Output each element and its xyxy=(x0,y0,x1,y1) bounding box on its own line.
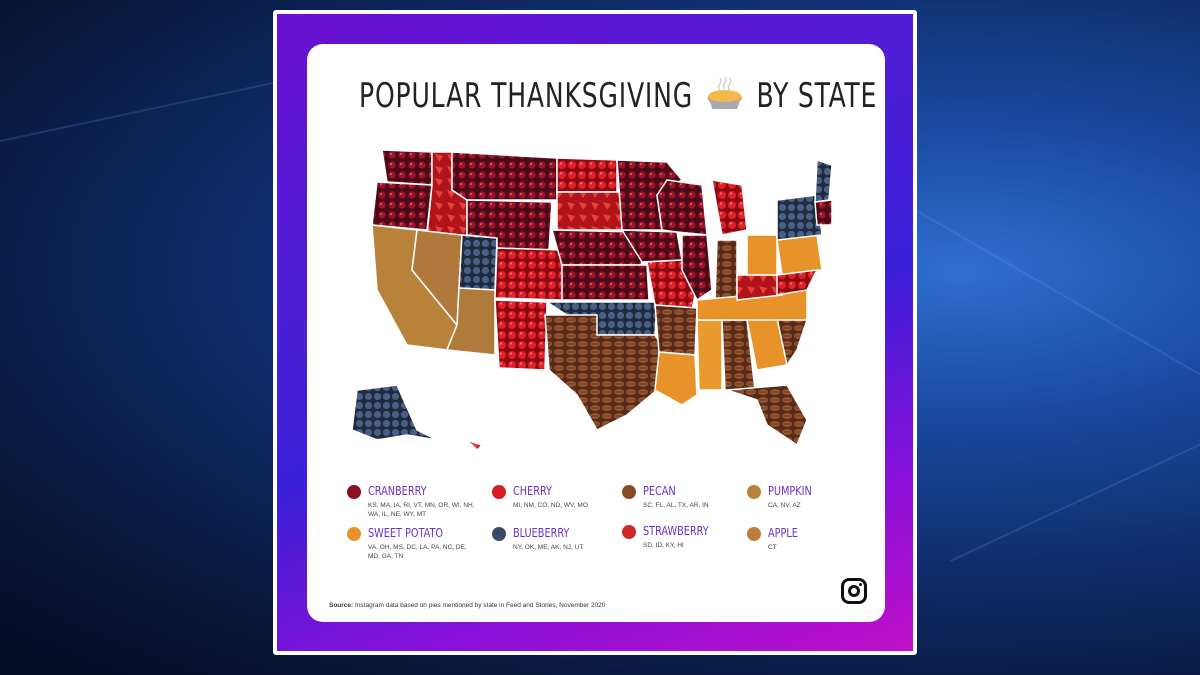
title-text-start: POPULAR THANKSGIVING xyxy=(359,76,693,116)
pumpkin-icon xyxy=(747,485,761,499)
source-note: Source: Instagram data based on pies men… xyxy=(329,602,606,609)
page-title: POPULAR THANKSGIVING BY STATE xyxy=(359,75,876,116)
us-pie-map xyxy=(351,149,833,450)
legend-item-apple: APPLE CT xyxy=(747,526,878,552)
instagram-icon xyxy=(841,578,867,604)
legend-item-cranberry: CRANBERRY KS, MA, IA, RI, VT, MN, OR, WI,… xyxy=(347,484,478,519)
legend-item-sweet-potato: SWEET POTATO VA, OH, MS, DC, LA, PA, NC, … xyxy=(347,526,478,561)
infographic-card: POPULAR THANKSGIVING BY STATE xyxy=(307,44,885,622)
legend-item-pecan: PECAN SC, FL, AL, TX, AR, IN xyxy=(622,484,753,510)
legend-item-blueberry: BLUEBERRY NY, OK, ME, AK, NJ, UT xyxy=(492,526,623,552)
pecan-icon xyxy=(622,485,636,499)
background-streak xyxy=(899,200,1200,402)
sweet-potato-icon xyxy=(347,527,361,541)
strawberry-icon xyxy=(622,525,636,539)
blueberry-icon xyxy=(492,527,506,541)
legend-item-cherry: CHERRY MI, NM, CO, ND, WV, MO xyxy=(492,484,623,510)
legend-item-pumpkin: PUMPKIN CA, NV, AZ xyxy=(747,484,878,510)
title-text-end: BY STATE xyxy=(756,76,878,116)
cranberry-icon xyxy=(347,485,361,499)
gradient-border: POPULAR THANKSGIVING BY STATE xyxy=(277,14,913,651)
graphic-frame: POPULAR THANKSGIVING BY STATE xyxy=(273,10,917,655)
background-streak xyxy=(950,433,1200,562)
cherry-icon xyxy=(492,485,506,499)
legend-item-strawberry: STRAWBERRY SD, ID, KY, HI xyxy=(622,524,753,550)
pie-icon xyxy=(707,75,742,109)
apple-icon xyxy=(747,527,761,541)
